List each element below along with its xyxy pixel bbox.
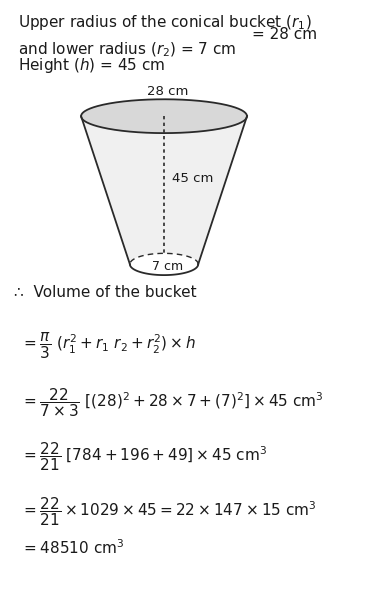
Polygon shape bbox=[81, 100, 247, 264]
Text: = 28 cm: = 28 cm bbox=[252, 27, 317, 42]
Text: ∴  Volume of the bucket: ∴ Volume of the bucket bbox=[14, 285, 197, 300]
Text: $= \dfrac{\pi}{3}\ (r_1^2 + r_1\ r_2 + r_2^2) \times h$: $= \dfrac{\pi}{3}\ (r_1^2 + r_1\ r_2 + r… bbox=[21, 331, 196, 361]
Text: and lower radius ($r_2$) = 7 cm: and lower radius ($r_2$) = 7 cm bbox=[18, 41, 236, 59]
Text: Height ($h$) = 45 cm: Height ($h$) = 45 cm bbox=[18, 56, 165, 75]
Text: 28 cm: 28 cm bbox=[147, 85, 188, 98]
Text: $= \dfrac{22}{21} \times 1029 \times 45 = 22 \times 147 \times 15$ cm$^3$: $= \dfrac{22}{21} \times 1029 \times 45 … bbox=[21, 495, 316, 527]
Text: 7 cm: 7 cm bbox=[152, 260, 183, 273]
Text: $= \dfrac{22}{7\times3}\ [(28)^2 + 28 \times 7 + (7)^2] \times 45$ cm$^3$: $= \dfrac{22}{7\times3}\ [(28)^2 + 28 \t… bbox=[21, 386, 324, 419]
Polygon shape bbox=[81, 100, 247, 133]
Text: 45 cm: 45 cm bbox=[172, 172, 214, 185]
Text: $= 48510$ cm$^3$: $= 48510$ cm$^3$ bbox=[21, 538, 124, 557]
Text: Upper radius of the conical bucket ($r_1$): Upper radius of the conical bucket ($r_1… bbox=[18, 13, 311, 32]
Text: $= \dfrac{22}{21}\ [784 + 196 + 49] \times 45$ cm$^3$: $= \dfrac{22}{21}\ [784 + 196 + 49] \tim… bbox=[21, 440, 267, 473]
